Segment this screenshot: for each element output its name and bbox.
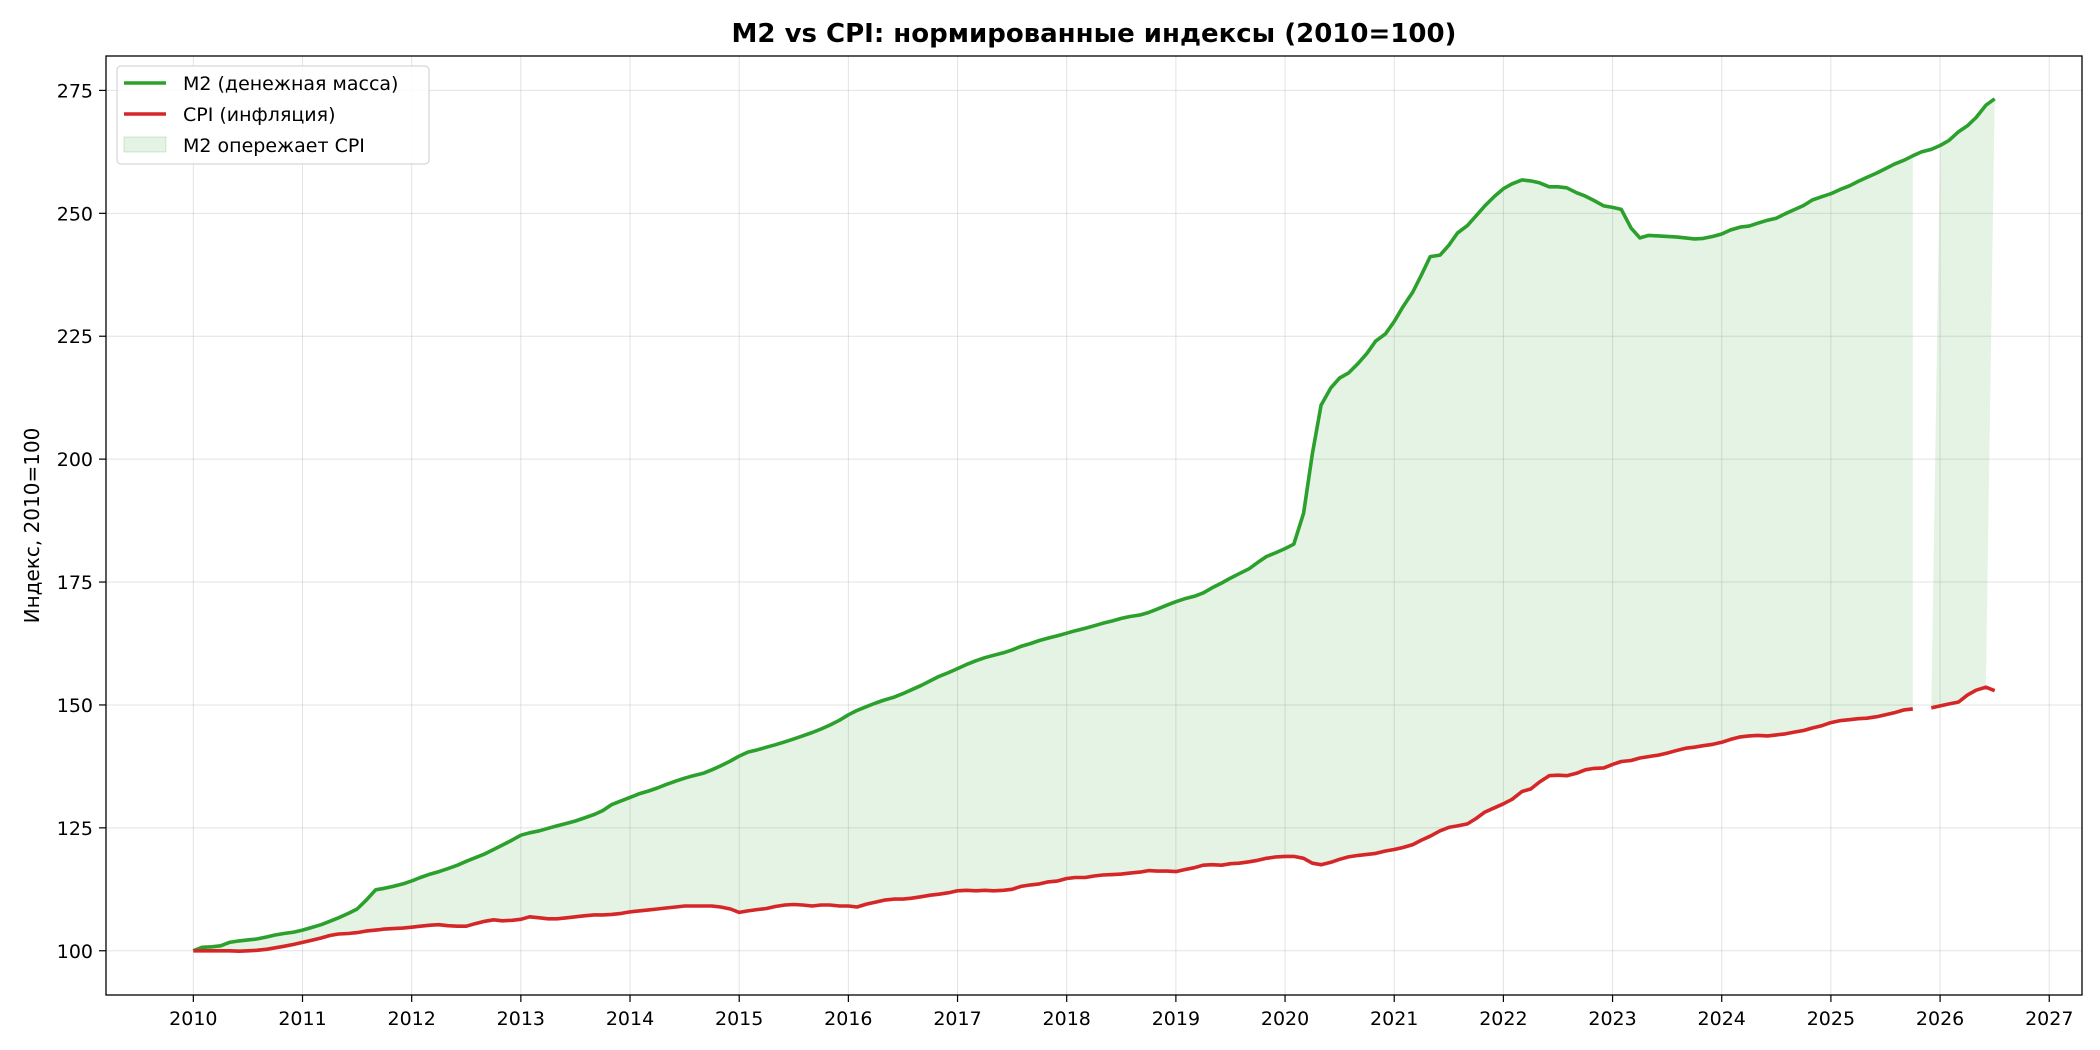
fill-between-area xyxy=(193,155,1913,952)
x-tick-label: 2022 xyxy=(1479,1008,1527,1030)
y-tick-label: 250 xyxy=(57,203,93,225)
chart-title: M2 vs CPI: нормированные индексы (2010=1… xyxy=(732,19,1457,49)
fill-area-group xyxy=(193,98,1995,952)
x-tick-label: 2010 xyxy=(169,1008,217,1030)
x-tick-label: 2019 xyxy=(1152,1008,1200,1030)
y-tick-label: 100 xyxy=(57,941,93,963)
plot-frame xyxy=(105,55,2083,996)
y-tick-label: 125 xyxy=(57,818,93,840)
series-lines xyxy=(192,97,1996,953)
legend-box xyxy=(116,65,430,165)
x-tick-label: 2013 xyxy=(497,1008,545,1030)
x-tick-label: 2024 xyxy=(1698,1008,1746,1030)
x-tick-label: 2021 xyxy=(1370,1008,1418,1030)
x-axis-ticks: 2010 2011 2012 2013 2014 2015 2016 2017 2018 2019… xyxy=(169,995,2073,1030)
y-tick-label: 150 xyxy=(57,695,93,717)
y-tick-label: 225 xyxy=(57,326,93,348)
legend-fill-swatch xyxy=(123,136,167,153)
y-axis-ticks: 100 125 150 175 200 225 250 275 xyxy=(57,80,106,963)
x-tick-label: 2011 xyxy=(278,1008,326,1030)
x-tick-label: 2014 xyxy=(606,1008,654,1030)
x-tick-label: 2012 xyxy=(387,1008,435,1030)
legend-fill-label: M2 опережает CPI xyxy=(183,135,365,157)
x-tick-label: 2020 xyxy=(1261,1008,1309,1030)
x-tick-label: 2016 xyxy=(824,1008,872,1030)
fill-between-area xyxy=(1931,98,1995,708)
x-tick-label: 2018 xyxy=(1043,1008,1091,1030)
legend-cpi-label: CPI (инфляция) xyxy=(183,104,336,126)
x-tick-label: 2027 xyxy=(2025,1008,2073,1030)
y-tick-label: 200 xyxy=(57,449,93,471)
x-tick-label: 2025 xyxy=(1807,1008,1855,1030)
x-tick-label: 2017 xyxy=(933,1008,981,1030)
m2-series-line xyxy=(192,97,1996,953)
x-tick-label: 2015 xyxy=(715,1008,763,1030)
x-tick-label: 2026 xyxy=(1916,1008,1964,1030)
y-tick-label: 275 xyxy=(57,80,93,102)
x-tick-label: 2023 xyxy=(1588,1008,1636,1030)
cpi-series-line xyxy=(193,685,1996,953)
y-axis-label: Индекс, 2010=100 xyxy=(20,428,44,624)
legend: M2 (денежная масса) CPI (инфляция) M2 оп… xyxy=(116,65,430,165)
grid xyxy=(106,56,2082,995)
y-tick-label: 175 xyxy=(57,572,93,594)
legend-m2-label: M2 (денежная масса) xyxy=(183,73,398,95)
